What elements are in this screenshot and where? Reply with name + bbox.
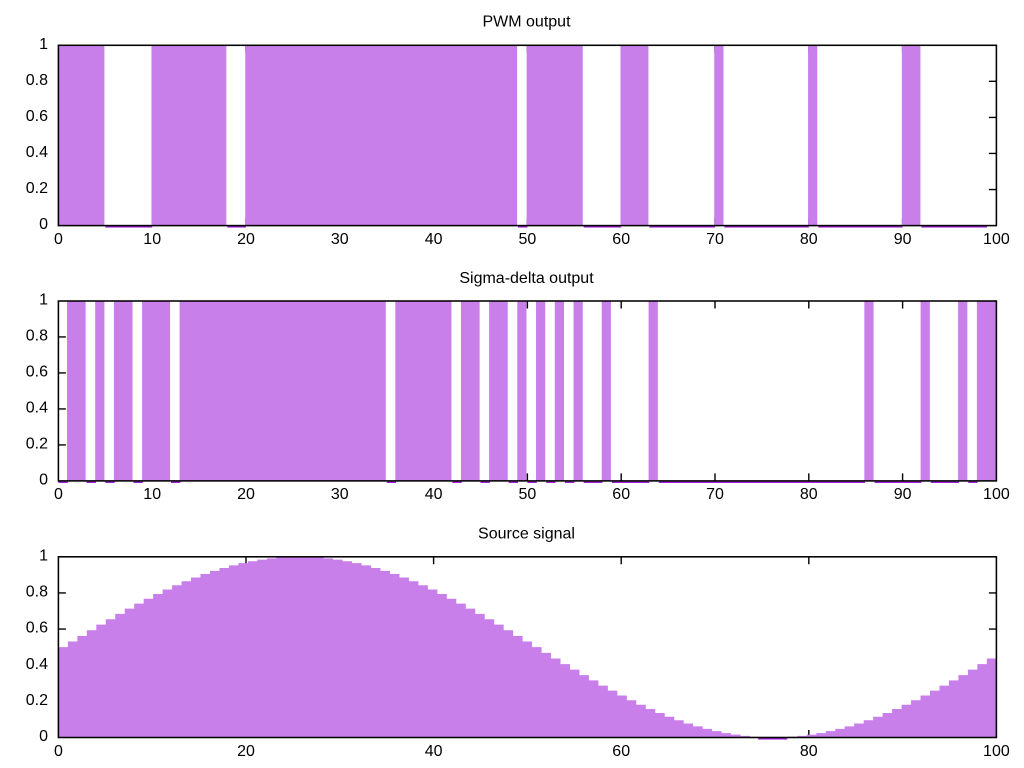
svg-text:0: 0 xyxy=(54,486,63,503)
svg-text:50: 50 xyxy=(519,231,537,248)
svg-text:Sigma-delta output: Sigma-delta output xyxy=(459,270,594,287)
svg-text:30: 30 xyxy=(331,231,349,248)
svg-text:10: 10 xyxy=(143,486,161,503)
svg-text:0.6: 0.6 xyxy=(26,364,48,381)
svg-text:0.4: 0.4 xyxy=(26,400,48,417)
svg-text:0: 0 xyxy=(39,216,48,233)
svg-text:0.8: 0.8 xyxy=(26,328,48,345)
svg-text:1: 1 xyxy=(39,292,48,309)
svg-text:60: 60 xyxy=(612,486,630,503)
svg-text:0.2: 0.2 xyxy=(26,180,48,197)
svg-text:40: 40 xyxy=(425,486,443,503)
svg-text:90: 90 xyxy=(894,231,912,248)
svg-text:Source signal: Source signal xyxy=(478,525,575,542)
svg-text:0: 0 xyxy=(39,472,48,489)
svg-text:40: 40 xyxy=(425,743,443,760)
svg-text:90: 90 xyxy=(894,486,912,503)
svg-text:80: 80 xyxy=(800,743,818,760)
svg-text:0.4: 0.4 xyxy=(26,144,48,161)
svg-text:100: 100 xyxy=(983,231,1010,248)
svg-text:0: 0 xyxy=(54,231,63,248)
svg-text:70: 70 xyxy=(706,486,724,503)
svg-text:50: 50 xyxy=(519,486,537,503)
svg-text:20: 20 xyxy=(237,231,255,248)
svg-text:PWM output: PWM output xyxy=(482,14,571,31)
svg-text:0: 0 xyxy=(54,743,63,760)
svg-text:70: 70 xyxy=(706,231,724,248)
svg-text:1: 1 xyxy=(39,36,48,53)
svg-text:1: 1 xyxy=(39,547,48,564)
svg-text:30: 30 xyxy=(331,486,349,503)
svg-text:20: 20 xyxy=(237,743,255,760)
svg-text:60: 60 xyxy=(612,231,630,248)
svg-text:100: 100 xyxy=(983,486,1010,503)
svg-text:0.2: 0.2 xyxy=(26,436,48,453)
svg-text:40: 40 xyxy=(425,231,443,248)
svg-text:10: 10 xyxy=(143,231,161,248)
svg-text:80: 80 xyxy=(800,486,818,503)
svg-text:0.4: 0.4 xyxy=(26,656,48,673)
svg-text:0: 0 xyxy=(39,728,48,745)
svg-text:60: 60 xyxy=(612,743,630,760)
svg-text:0.8: 0.8 xyxy=(26,584,48,601)
svg-text:100: 100 xyxy=(983,743,1010,760)
svg-text:20: 20 xyxy=(237,486,255,503)
svg-text:0.6: 0.6 xyxy=(26,620,48,637)
svg-text:0.2: 0.2 xyxy=(26,692,48,709)
svg-text:0.6: 0.6 xyxy=(26,108,48,125)
svg-text:0.8: 0.8 xyxy=(26,72,48,89)
svg-text:80: 80 xyxy=(800,231,818,248)
